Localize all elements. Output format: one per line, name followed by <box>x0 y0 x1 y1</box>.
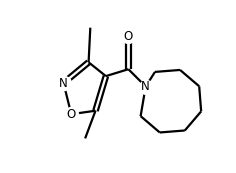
Text: N: N <box>59 76 68 90</box>
Text: N: N <box>141 80 150 93</box>
Text: O: O <box>124 30 133 43</box>
Text: O: O <box>67 108 76 121</box>
